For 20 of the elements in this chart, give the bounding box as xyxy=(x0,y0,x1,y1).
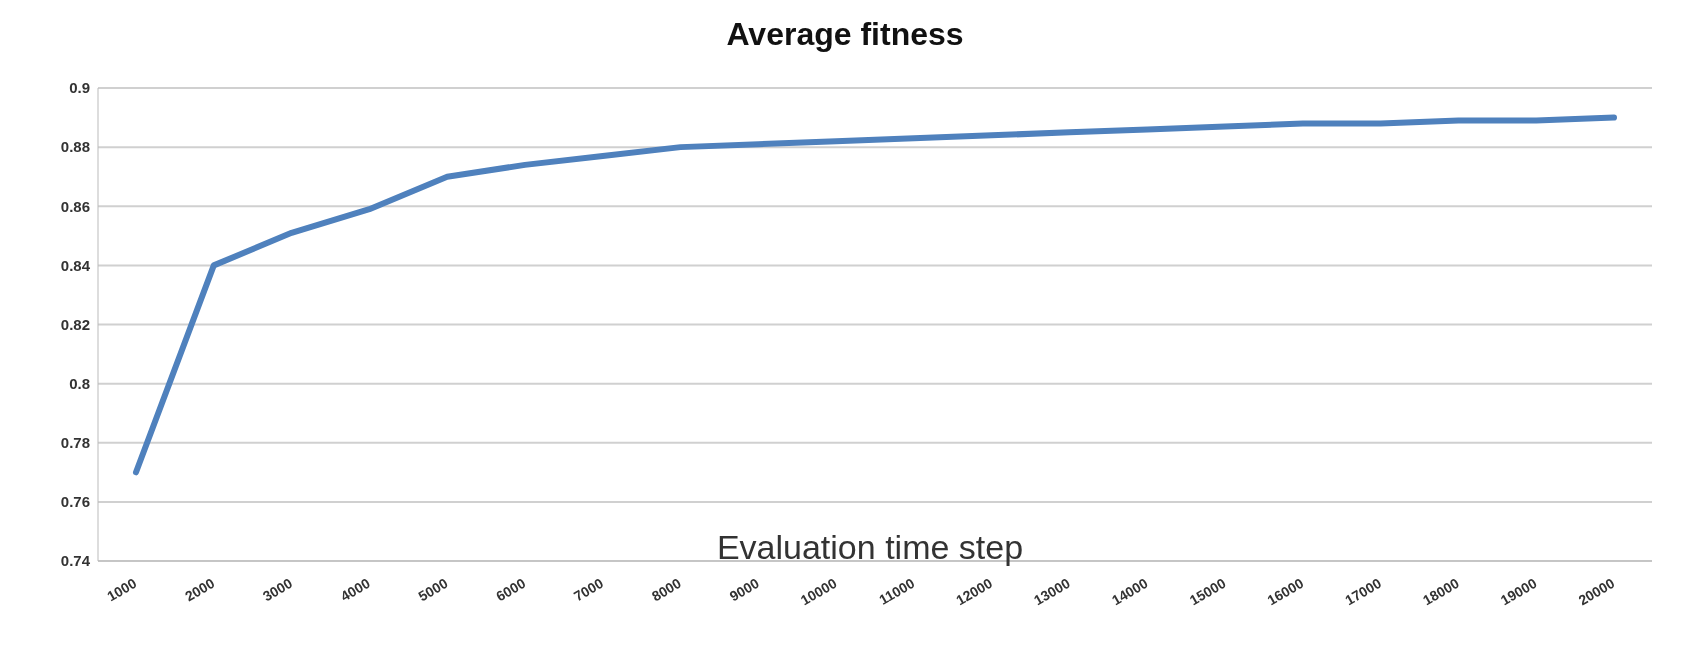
y-tick-label: 0.76 xyxy=(60,493,90,511)
x-tick-label: 1000 xyxy=(104,574,140,605)
x-tick-label: 4000 xyxy=(337,574,373,605)
x-tick-label: 8000 xyxy=(648,574,685,605)
x-tick-label: 2000 xyxy=(182,574,218,605)
y-tick-label: 0.8 xyxy=(69,374,90,392)
x-tick-label: 9000 xyxy=(726,574,762,605)
y-tick-label: 0.9 xyxy=(69,79,90,97)
y-tick-label: 0.86 xyxy=(60,197,90,215)
x-tick-label: 7000 xyxy=(571,574,607,605)
x-tick-label: 3000 xyxy=(259,574,296,605)
y-tick-label: 0.78 xyxy=(60,434,90,452)
x-axis-title: Evaluation time step xyxy=(716,528,1024,566)
y-tick-label: 0.88 xyxy=(60,138,90,156)
y-tick-label: 0.84 xyxy=(60,256,91,274)
chart-title: Average fitness xyxy=(725,15,965,54)
x-tick-label: 6000 xyxy=(493,574,529,605)
y-tick-label: 0.82 xyxy=(60,315,90,333)
x-tick-label: 5000 xyxy=(415,574,451,605)
y-tick-label: 0.74 xyxy=(60,552,91,570)
